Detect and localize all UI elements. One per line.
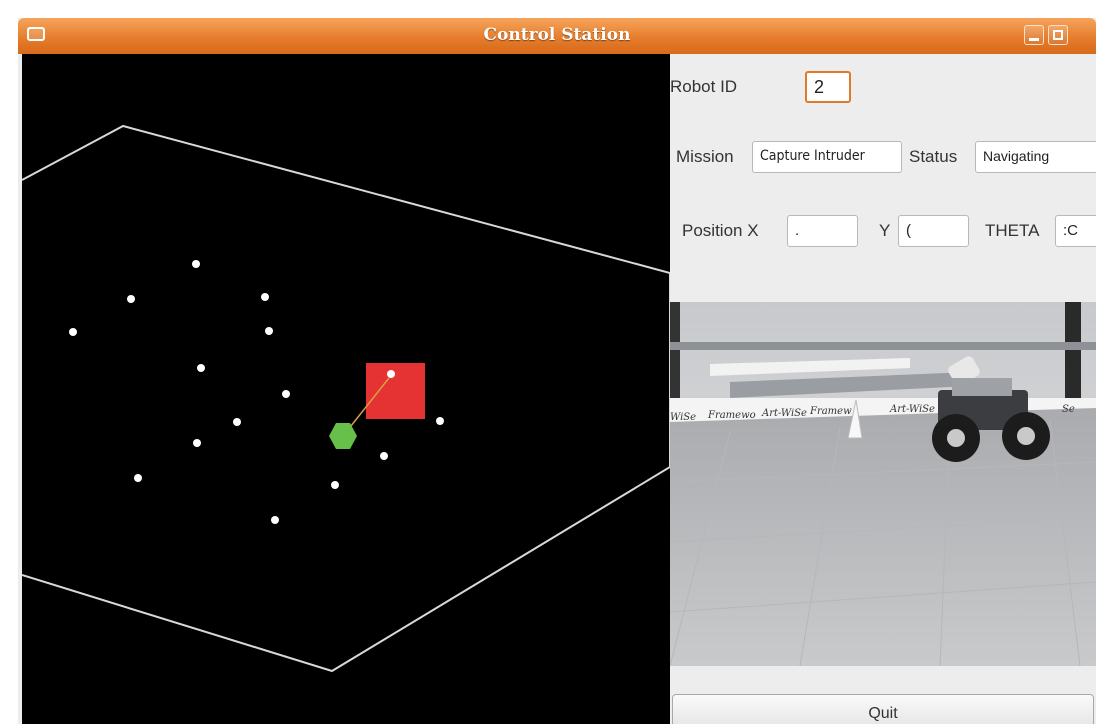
camera-feed: WiSe Framewo Art-WiSe Framew Art-WiSe Se [670,302,1096,666]
position-x-label: Position X [682,221,759,240]
theta-field[interactable]: :C [1055,215,1096,247]
control-station-window: Control Station [18,18,1096,724]
obstacle-marker [265,327,273,335]
banner-text: Art-WiSe [761,408,807,419]
obstacle-marker [192,260,200,268]
map-view[interactable] [22,54,670,724]
status-field[interactable]: Navigating [975,141,1096,173]
obstacle-marker [233,418,241,426]
maximize-button[interactable] [1048,25,1068,45]
obstacle-marker [193,439,201,447]
title-bar: Control Station [18,18,1096,54]
obstacle-marker [387,370,395,378]
robot-marker [329,423,357,449]
y-label: Y [879,221,891,240]
theta-label: THETA [985,221,1040,240]
window-menu-icon[interactable] [27,27,45,41]
quit-button[interactable]: Quit [672,694,1094,724]
obstacle-markers [69,260,444,524]
position-x-field[interactable]: . [787,215,858,247]
y-field[interactable]: ( [898,215,969,247]
map-canvas [22,124,670,673]
robot-id-label: Robot ID [670,77,738,96]
obstacle-marker [261,293,269,301]
mission-label: Mission [676,147,734,166]
robot-info-panel: Robot ID 2 Mission Capture Intruder Stat… [670,54,1096,724]
obstacle-marker [134,474,142,482]
minimize-button[interactable] [1024,25,1044,45]
obstacle-marker [331,481,339,489]
obstacle-marker [380,452,388,460]
target-square [366,363,425,419]
status-label: Status [909,147,958,166]
banner-text: Framew [809,406,852,417]
robot-id-field[interactable]: 2 [805,71,851,103]
obstacle-marker [127,295,135,303]
banner-text: Art-WiSe [889,404,935,415]
banner-text: Se [1062,404,1075,415]
banner-text: Framewo [707,410,756,421]
obstacle-marker [282,390,290,398]
traffic-cone [847,399,863,439]
map-boundary [22,124,670,673]
obstacle-marker [69,328,77,336]
mission-field[interactable]: Capture Intruder [752,141,902,173]
robot-photo [932,356,1050,462]
obstacle-marker [271,516,279,524]
obstacle-marker [197,364,205,372]
obstacle-marker [436,417,444,425]
window-title: Control Station [483,25,631,45]
camera-image: WiSe Framewo Art-WiSe Framew Art-WiSe Se [670,302,1096,666]
banner-text: WiSe [670,412,696,423]
